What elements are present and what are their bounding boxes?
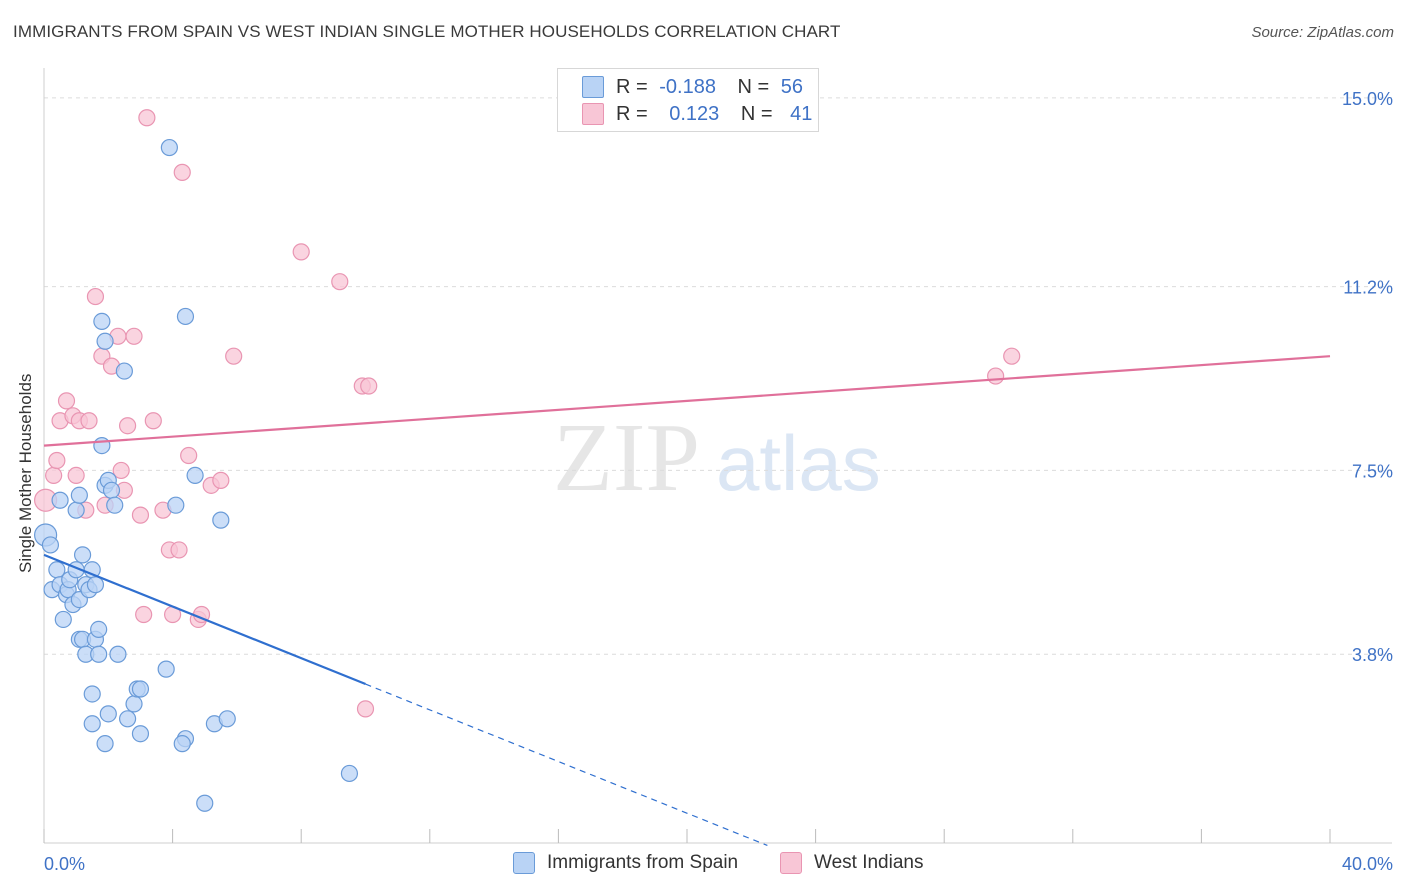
- watermark-zip: ZIP: [553, 404, 700, 512]
- point-spain: [41, 536, 60, 554]
- y-tick-label: 3.8%: [1352, 645, 1393, 665]
- legend-n-label: N =: [737, 75, 770, 98]
- point-spain: [106, 496, 124, 514]
- trend-lines: [43, 355, 1331, 847]
- legend-r-value-westindian: 0.123: [669, 102, 720, 125]
- point-spain: [96, 332, 114, 350]
- x-tick-label-min: 0.0%: [44, 854, 85, 874]
- chart-title: IMMIGRANTS FROM SPAIN VS WEST INDIAN SIN…: [13, 22, 841, 41]
- x-tick-label-max: 40.0%: [1342, 854, 1393, 874]
- point-westindian: [135, 605, 153, 624]
- point-spain: [167, 496, 185, 514]
- point-spain: [186, 466, 204, 485]
- source-credit: Source: ZipAtlas.com: [1251, 24, 1394, 41]
- point-spain: [125, 695, 143, 713]
- legend-n-label: N =: [740, 102, 773, 125]
- point-spain: [340, 764, 359, 783]
- axes: [43, 68, 1392, 844]
- point-spain: [67, 501, 85, 519]
- point-westindian: [45, 466, 63, 485]
- point-westindian: [1003, 347, 1021, 365]
- y-tick-label: 15.0%: [1342, 89, 1393, 109]
- point-spain: [70, 486, 88, 504]
- point-spain: [90, 620, 108, 638]
- point-spain: [118, 710, 137, 728]
- point-spain: [83, 685, 101, 703]
- point-westindian: [173, 163, 191, 181]
- point-spain: [90, 645, 108, 663]
- point-spain: [218, 710, 236, 728]
- point-westindian: [86, 287, 105, 306]
- point-spain: [99, 705, 117, 723]
- point-spain: [96, 735, 114, 753]
- point-spain: [83, 715, 101, 733]
- point-spain: [54, 610, 72, 629]
- point-spain: [93, 436, 111, 455]
- point-spain: [86, 576, 105, 594]
- point-westindian: [80, 412, 98, 430]
- trend-line-spain: [43, 553, 366, 686]
- point-spain: [73, 546, 92, 564]
- point-westindian: [48, 451, 66, 470]
- trend-line-spain-extension: [365, 683, 768, 847]
- point-spain: [196, 794, 214, 812]
- point-westindian: [225, 347, 243, 365]
- legend-n-value-spain: 56: [780, 75, 804, 98]
- trend-line-westindian: [43, 355, 1331, 447]
- point-westindian: [118, 417, 137, 435]
- point-spain: [131, 680, 150, 698]
- point-spain: [157, 660, 175, 678]
- point-westindian: [138, 109, 156, 127]
- point-westindian: [360, 377, 378, 395]
- y-tick-label: 7.5%: [1352, 461, 1393, 481]
- point-spain: [51, 491, 69, 509]
- legend-n-value-westindian: 41: [790, 102, 813, 125]
- point-spain: [176, 307, 195, 326]
- point-westindian: [67, 466, 85, 485]
- watermark: ZIP atlas: [553, 404, 881, 512]
- point-westindian: [144, 412, 162, 430]
- point-spain: [131, 725, 150, 743]
- legend-r-value-spain: -0.188: [659, 75, 716, 98]
- bottom-legend-label-spain: Immigrants from Spain: [547, 852, 739, 873]
- point-spain: [115, 362, 133, 380]
- point-westindian: [57, 392, 76, 410]
- point-spain: [173, 735, 191, 753]
- point-westindian: [170, 541, 188, 559]
- legend-r-label: R =: [616, 75, 648, 98]
- legend-swatch-westindian: [582, 103, 604, 125]
- legend-box: R = -0.188 N = 56 R = 0.123 N = 41: [557, 68, 819, 132]
- point-westindian: [212, 471, 230, 489]
- point-westindian: [180, 446, 198, 465]
- tick-labels: 3.8% 7.5% 11.2% 15.0% 0.0% 40.0%: [44, 89, 1393, 874]
- bottom-legend: Immigrants from Spain West Indians: [0, 852, 1406, 878]
- point-spain: [102, 481, 121, 499]
- point-westindian: [125, 327, 143, 345]
- bottom-legend-label-westindian: West Indians: [814, 852, 924, 873]
- point-spain: [93, 312, 111, 331]
- bottom-legend-item-spain: Immigrants from Spain: [513, 852, 738, 874]
- legend-r-label: R =: [616, 102, 648, 125]
- point-spain: [160, 138, 178, 157]
- y-tick-label: 11.2%: [1343, 278, 1393, 298]
- bottom-legend-swatch-westindian: [780, 852, 802, 874]
- bottom-legend-swatch-spain: [513, 852, 535, 874]
- y-axis-label-text: Single Mother Households: [16, 373, 35, 573]
- point-westindian: [987, 367, 1005, 385]
- bottom-legend-item-westindian: West Indians: [780, 852, 923, 874]
- point-westindian: [131, 506, 150, 524]
- point-spain: [109, 645, 127, 663]
- point-westindian: [356, 700, 375, 718]
- gridlines: [44, 97, 1392, 655]
- watermark-atlas: atlas: [716, 419, 881, 507]
- point-spain: [212, 511, 230, 529]
- legend-swatch-spain: [582, 76, 604, 98]
- point-westindian: [112, 461, 130, 480]
- point-westindian: [292, 243, 310, 261]
- point-westindian: [331, 273, 349, 291]
